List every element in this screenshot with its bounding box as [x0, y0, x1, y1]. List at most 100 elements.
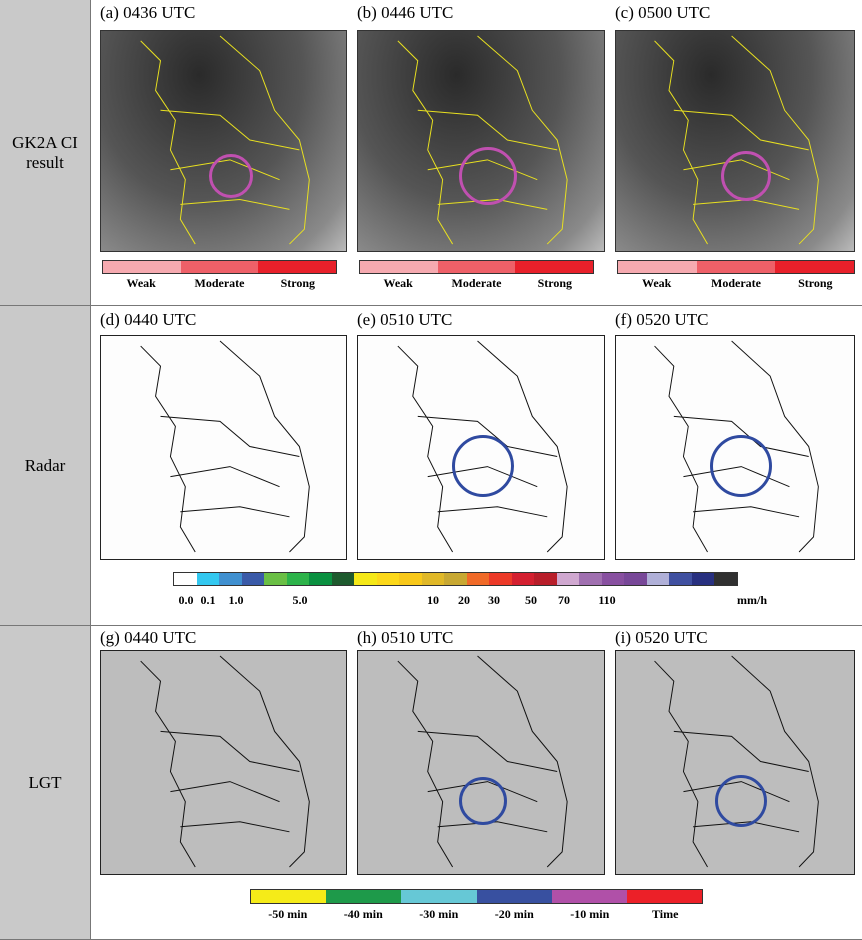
- legend-label: 0.0: [178, 593, 194, 607]
- highlight-circle: [459, 777, 507, 825]
- color-swatch: [624, 573, 647, 585]
- panel-title: (i) 0520 UTC: [615, 628, 708, 647]
- color-swatch: [444, 573, 467, 585]
- color-swatch: [258, 261, 337, 273]
- legend-label: -40 min: [343, 907, 383, 921]
- coastline: [140, 340, 310, 553]
- color-swatch: [489, 573, 512, 585]
- legend-label: 1.0: [228, 593, 244, 607]
- map-panel: [615, 650, 855, 875]
- color-swatch: [626, 890, 703, 903]
- color-swatch: [618, 261, 697, 273]
- color-swatch: [551, 890, 627, 903]
- map-panel: [100, 30, 347, 252]
- legend-label: mm/h: [737, 593, 767, 607]
- map-panel: [615, 30, 855, 252]
- ci-legend: [617, 260, 855, 274]
- coastline: [654, 340, 819, 553]
- color-swatch: [476, 890, 552, 903]
- color-swatch: [174, 573, 197, 585]
- legend-label: 30: [488, 593, 500, 607]
- color-swatch: [601, 573, 625, 585]
- color-swatch: [399, 573, 422, 585]
- highlight-circle: [452, 435, 514, 497]
- color-swatch: [196, 573, 220, 585]
- radar-legend: [173, 572, 738, 586]
- color-swatch: [241, 573, 265, 585]
- legend-label: 110: [598, 593, 616, 607]
- panel-title: (a) 0436 UTC: [100, 3, 196, 22]
- legend-label: 5.0: [292, 593, 308, 607]
- color-swatch: [556, 573, 580, 585]
- color-swatch: [696, 261, 776, 273]
- color-swatch: [515, 261, 594, 273]
- map-panel: [357, 650, 605, 875]
- legend-label: Moderate: [711, 276, 761, 290]
- highlight-circle: [721, 151, 771, 201]
- color-swatch: [326, 890, 402, 903]
- color-swatch: [534, 573, 557, 585]
- color-swatch: [401, 890, 477, 903]
- highlight-circle: [459, 147, 517, 205]
- coastline: [397, 340, 568, 553]
- map-panel: [100, 650, 347, 875]
- legend-label: 10: [427, 593, 439, 607]
- legend-label: Weak: [383, 276, 413, 290]
- color-swatch: [286, 573, 310, 585]
- legend-label: Strong: [798, 276, 833, 290]
- divider: [0, 305, 862, 306]
- legend-label: Weak: [126, 276, 156, 290]
- color-swatch: [466, 573, 490, 585]
- row-label-gk2a: GK2A CI result: [0, 0, 91, 305]
- legend-label: -30 min: [419, 907, 459, 921]
- panel-title: (f) 0520 UTC: [615, 310, 709, 329]
- legend-label: -50 min: [268, 907, 308, 921]
- legend-label: 20: [458, 593, 470, 607]
- map-panel: [357, 30, 605, 252]
- color-swatch: [669, 573, 692, 585]
- panel-title: (h) 0510 UTC: [357, 628, 454, 647]
- color-swatch: [219, 573, 242, 585]
- coastline: [654, 35, 819, 245]
- map-panel: [615, 335, 855, 560]
- row-label-lgt: LGT: [0, 626, 91, 940]
- highlight-circle: [715, 775, 767, 827]
- row-label-radar: Radar: [0, 306, 91, 625]
- color-swatch: [264, 573, 287, 585]
- coastline: [397, 35, 568, 245]
- legend-label: Strong: [280, 276, 316, 290]
- legend-label: 0.1: [200, 593, 216, 607]
- legend-label: Moderate: [451, 276, 502, 290]
- color-swatch: [691, 573, 715, 585]
- panel-title: (c) 0500 UTC: [615, 3, 711, 22]
- highlight-circle: [209, 154, 253, 198]
- legend-label: Weak: [641, 276, 672, 290]
- color-swatch: [714, 573, 737, 585]
- color-swatch: [180, 261, 259, 273]
- coastline: [140, 35, 310, 245]
- color-swatch: [360, 261, 438, 273]
- ci-legend: [102, 260, 337, 274]
- panel-title: (g) 0440 UTC: [100, 628, 197, 647]
- coastline: [397, 655, 568, 868]
- legend-label: Time: [652, 907, 679, 921]
- panel-title: (d) 0440 UTC: [100, 310, 197, 329]
- map-panel: [357, 335, 605, 560]
- ci-legend: [359, 260, 594, 274]
- lgt-legend: [250, 889, 703, 904]
- color-swatch: [421, 573, 445, 585]
- legend-label: Strong: [537, 276, 573, 290]
- color-swatch: [646, 573, 670, 585]
- color-swatch: [511, 573, 535, 585]
- color-swatch: [354, 573, 377, 585]
- color-swatch: [775, 261, 855, 273]
- coastline: [654, 655, 819, 868]
- color-swatch: [437, 261, 516, 273]
- legend-label: 70: [558, 593, 570, 607]
- panel-title: (e) 0510 UTC: [357, 310, 453, 329]
- coastline: [140, 655, 310, 868]
- legend-label: 50: [525, 593, 537, 607]
- color-swatch: [103, 261, 181, 273]
- legend-label: Moderate: [194, 276, 245, 290]
- color-swatch: [579, 573, 602, 585]
